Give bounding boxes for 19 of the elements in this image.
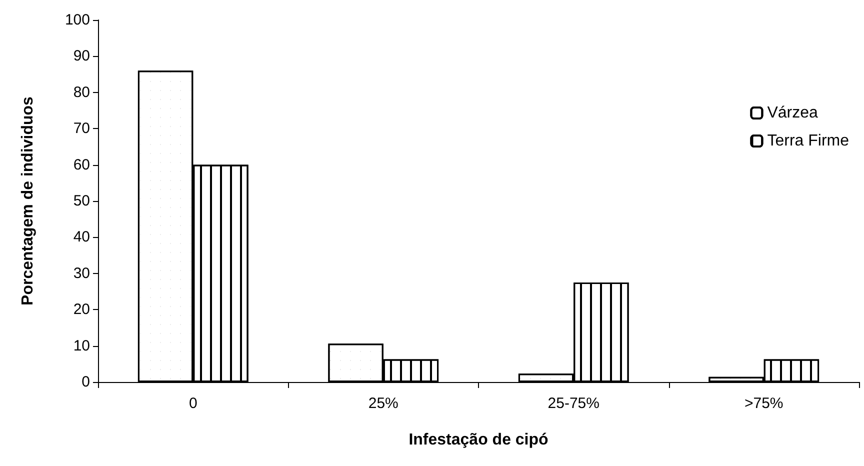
y-tick-label: 90 <box>73 48 90 65</box>
y-tick-label: 20 <box>73 301 90 318</box>
x-tick-label: 25-75% <box>548 395 600 412</box>
x-tick-label: 0 <box>188 395 198 412</box>
y-tick-label: 100 <box>64 12 90 28</box>
y-tick-label: 80 <box>73 84 90 101</box>
y-axis-title: Porcentagem de individuos <box>20 96 36 306</box>
y-tick-label: 30 <box>73 264 90 282</box>
y-tick-label: 0 <box>82 374 90 390</box>
x-axis-title: Infestação de cipó <box>408 432 549 448</box>
legend-label: Terra Firme <box>767 132 850 150</box>
y-tick-label: 40 <box>73 228 90 246</box>
y-tick-label: 60 <box>73 156 90 174</box>
y-tick-label: 10 <box>73 337 90 354</box>
x-tick-label: >75% <box>744 395 784 412</box>
y-tick-label: 50 <box>73 192 90 210</box>
legend-label: Várzea <box>767 104 818 122</box>
x-tick-label: 25% <box>368 395 398 412</box>
y-tick-label: 70 <box>73 120 90 138</box>
